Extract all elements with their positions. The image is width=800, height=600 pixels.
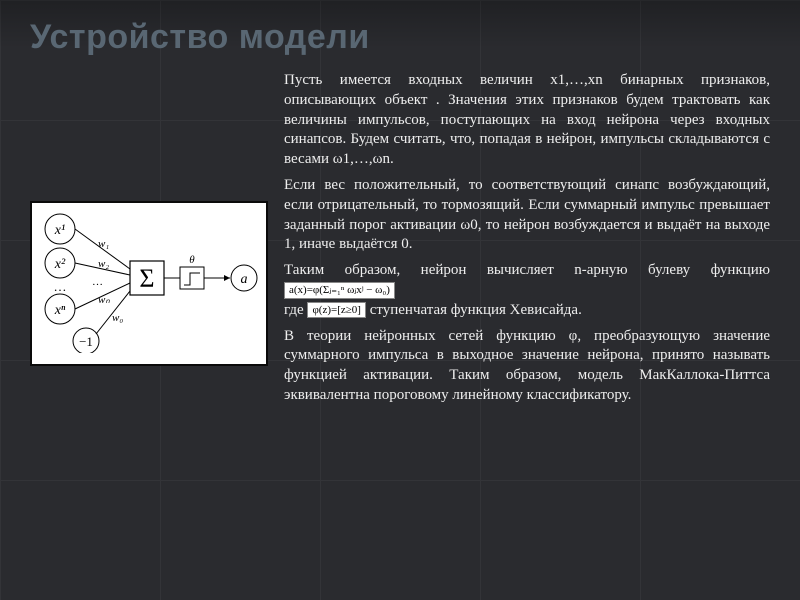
weight-w2: w₂	[98, 258, 109, 270]
neuron-svg: x¹ x² … xⁿ −1	[38, 213, 262, 353]
input-label-bias: −1	[79, 334, 93, 349]
p3-text-c: ступенчатая функция Хевисайда.	[370, 302, 582, 318]
output-label: a	[241, 272, 248, 287]
slide-title: Устройство модели	[30, 18, 770, 57]
input-xn: xⁿ	[45, 294, 75, 324]
threshold-label: θ	[189, 254, 195, 266]
paragraph-4: В теории нейронных сетей функцию φ, прео…	[284, 327, 770, 406]
slide: Устройство модели x¹ x² …	[0, 0, 800, 600]
input-x1: x¹	[45, 214, 75, 244]
input-label-x2: x²	[54, 257, 66, 272]
p3-text-a: Таким образом, нейрон вычисляет n-арную …	[284, 262, 770, 278]
paragraph-1: Пусть имеется входных величин x1,…,xn би…	[284, 71, 770, 170]
svg-text:…: …	[92, 276, 103, 288]
formula-heaviside: φ(z)=[z≥0]	[307, 302, 366, 318]
formula-main: a(x)=φ(Σⱼ₌₁ⁿ ωⱼxʲ − ω₀)	[284, 282, 395, 298]
paragraph-3: Таким образом, нейрон вычисляет n-арную …	[284, 261, 770, 320]
right-column: Пусть имеется входных величин x1,…,xn би…	[284, 71, 770, 412]
input-bias: −1	[73, 328, 99, 353]
ellipsis: …	[54, 279, 67, 294]
sum-symbol: Σ	[139, 264, 154, 293]
left-column: x¹ x² … xⁿ −1	[30, 71, 270, 412]
weight-w1: w₁	[98, 238, 109, 250]
neuron-diagram: x¹ x² … xⁿ −1	[30, 201, 268, 366]
input-label-xn: xⁿ	[54, 303, 66, 318]
paragraph-2: Если вес положительный, то соответствующ…	[284, 176, 770, 255]
input-x2: x²	[45, 248, 75, 278]
threshold-box	[180, 267, 204, 289]
p3-text-b: где	[284, 302, 307, 318]
weight-w0: w₀	[112, 312, 123, 324]
weight-wn: wₙ	[98, 294, 110, 306]
content-area: x¹ x² … xⁿ −1	[30, 71, 770, 412]
input-label-x1: x¹	[54, 223, 65, 238]
